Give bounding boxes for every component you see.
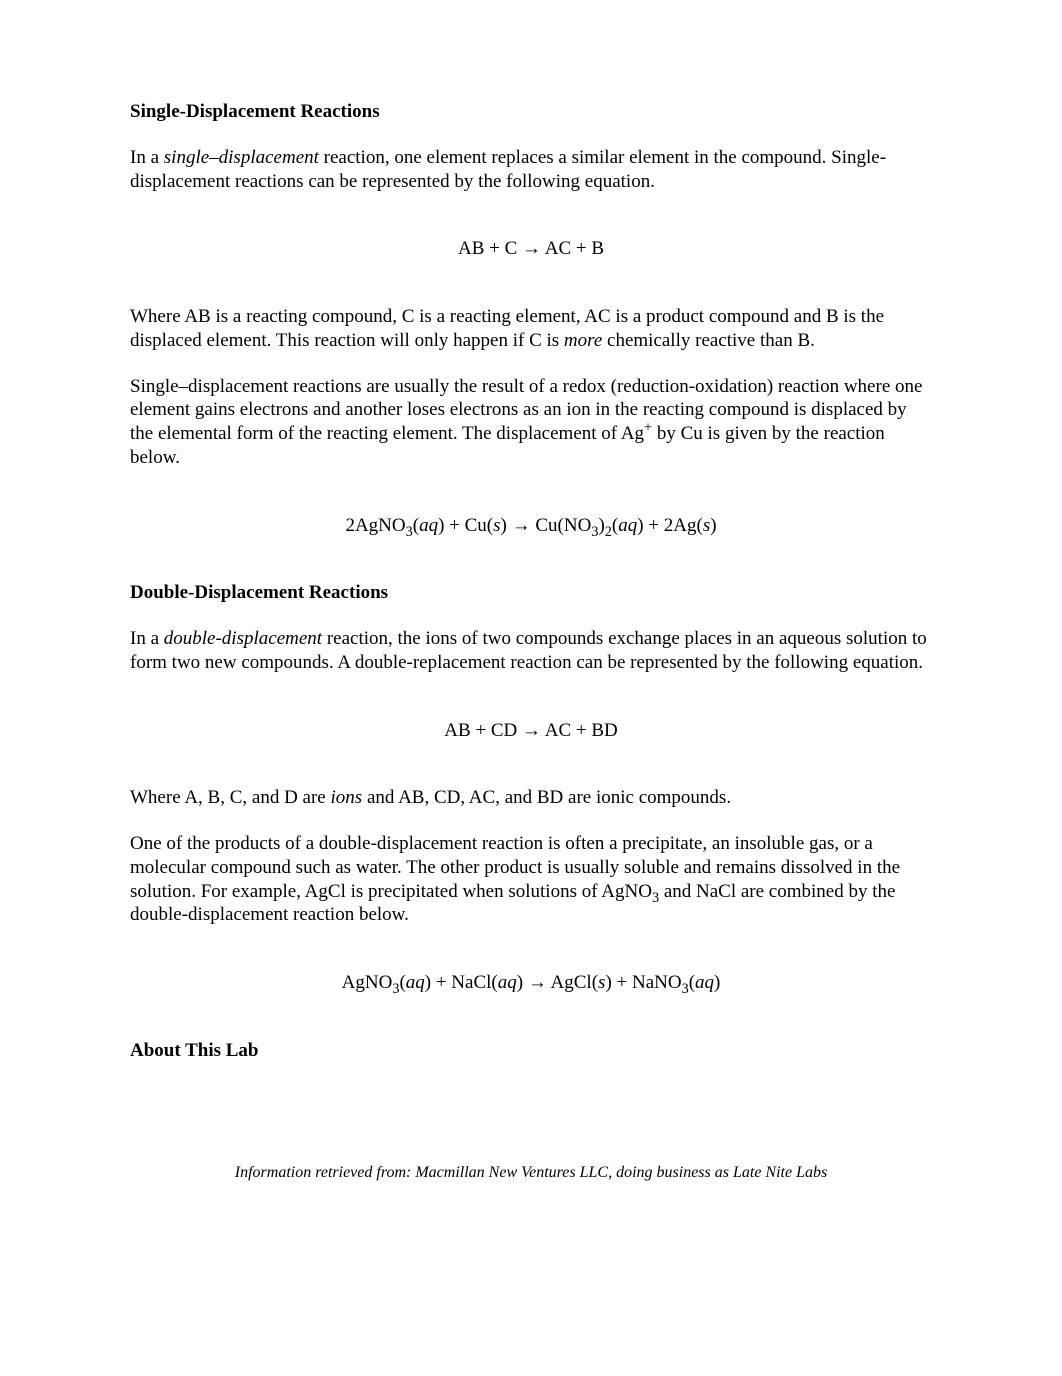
paragraph: In a single–displacement reaction, one e… [130, 146, 932, 194]
paragraph: Where AB is a reacting compound, C is a … [130, 305, 932, 353]
text: In a [130, 628, 164, 649]
subscript: 3 [406, 523, 413, 539]
heading-about-this-lab: About This Lab [130, 1039, 932, 1063]
paragraph: Where A, B, C, and D are ions and AB, CD… [130, 786, 932, 810]
eq-text: ) + 2Ag( [637, 515, 703, 536]
text-italic: more [564, 330, 602, 351]
page: Single-Displacement Reactions In a singl… [0, 0, 1062, 1243]
eq-text: ) [710, 515, 716, 536]
eq-italic: aq [498, 972, 517, 993]
footer-citation: Information retrieved from: Macmillan Ne… [130, 1163, 932, 1183]
eq-text: ) + Cu( [438, 515, 493, 536]
eq-italic: aq [419, 515, 438, 536]
equation-general-single: AB + C → AC + B [130, 237, 932, 261]
eq-italic: aq [406, 972, 425, 993]
equation-agcl: AgNO3(aq) + NaCl(aq) → AgCl(s) + NaNO3(a… [130, 971, 932, 995]
equation-general-double: AB + CD → AC + BD [130, 719, 932, 743]
text: In a [130, 147, 164, 168]
eq-text: ) [714, 972, 720, 993]
heading-double-displacement: Double-Displacement Reactions [130, 581, 932, 605]
paragraph: In a double-displacement reaction, the i… [130, 627, 932, 675]
subscript: 3 [682, 981, 689, 997]
eq-text: 2AgNO [345, 515, 405, 536]
subscript: 2 [605, 523, 612, 539]
eq-text: ) + NaCl( [425, 972, 498, 993]
heading-single-displacement: Single-Displacement Reactions [130, 100, 932, 124]
text-italic: ions [331, 787, 363, 808]
text: chemically reactive than B. [602, 330, 815, 351]
eq-italic: s [493, 515, 500, 536]
eq-text: ) → AgCl( [517, 972, 598, 993]
superscript: + [644, 420, 652, 436]
eq-text: ) + NaNO [605, 972, 681, 993]
text: and AB, CD, AC, and BD are ionic compoun… [362, 787, 731, 808]
eq-text: ) → Cu(NO [501, 515, 592, 536]
eq-italic: aq [695, 972, 714, 993]
paragraph: One of the products of a double-displace… [130, 832, 932, 927]
paragraph: Single–displacement reactions are usuall… [130, 375, 932, 470]
subscript: 3 [652, 889, 659, 905]
eq-text: AgNO [342, 972, 393, 993]
text-italic: single–displacement [164, 147, 319, 168]
equation-ag-cu: 2AgNO3(aq) + Cu(s) → Cu(NO3)2(aq) + 2Ag(… [130, 514, 932, 538]
eq-italic: aq [618, 515, 637, 536]
text-italic: double-displacement [164, 628, 322, 649]
text: Where A, B, C, and D are [130, 787, 331, 808]
